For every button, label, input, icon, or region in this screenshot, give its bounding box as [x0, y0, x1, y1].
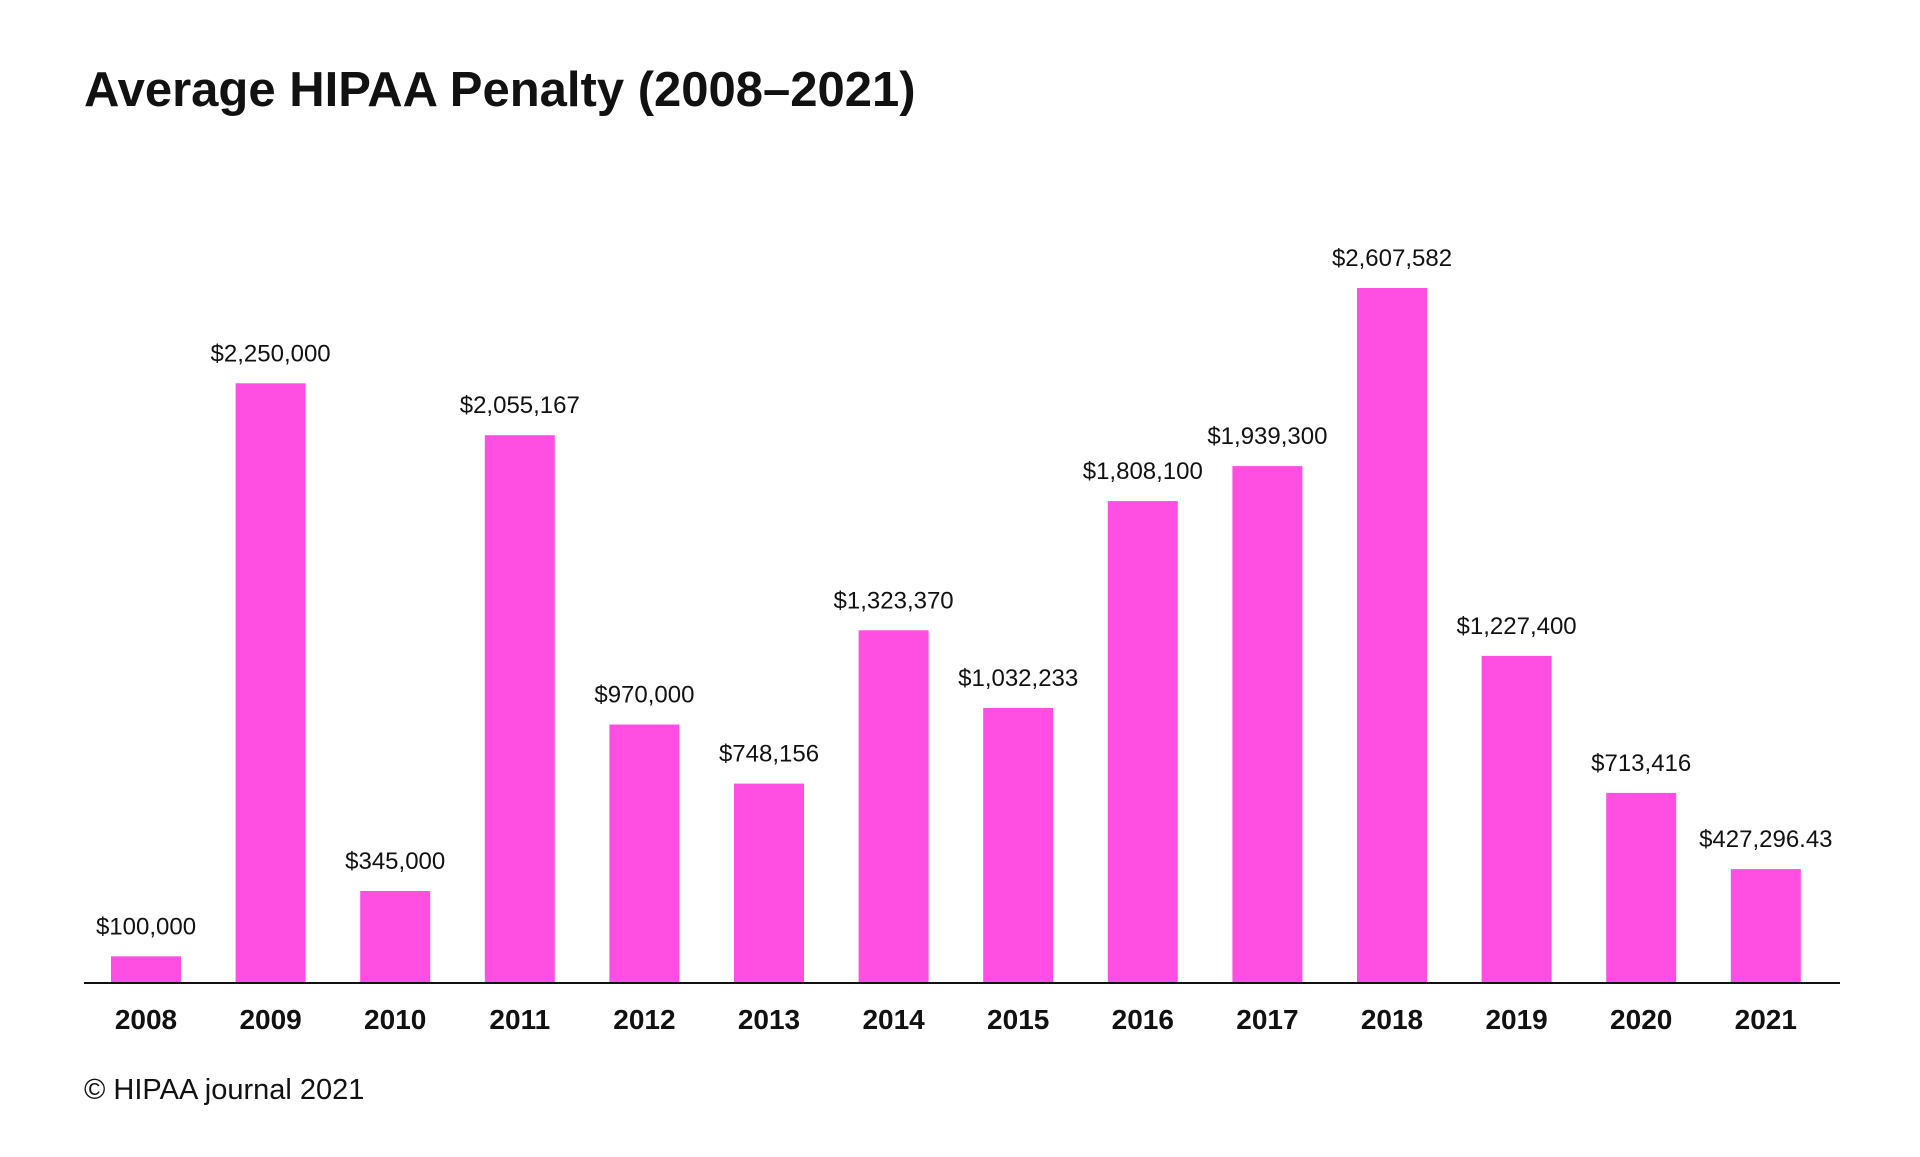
bar-2008 — [111, 956, 181, 983]
bar-2009 — [235, 383, 306, 983]
value-label-2018: $2,607,582 — [1332, 245, 1452, 272]
x-tick-label-2014: 2014 — [862, 1004, 925, 1035]
x-tick-label-2016: 2016 — [1112, 1004, 1174, 1035]
value-labels-group: $100,000 $2,250,000 $345,000 $2,055,167 $970… — [96, 245, 1833, 940]
value-label-2009: $2,250,000 — [211, 340, 331, 367]
bar-2011 — [484, 435, 555, 983]
value-label-2020: $713,416 — [1591, 750, 1691, 777]
x-tick-label-2009: 2009 — [239, 1004, 301, 1035]
tick-labels-group: 2008 2009 2010 2011 2012 2013 2014 2015 2016 2017… — [115, 1004, 1797, 1035]
x-tick-label-2012: 2012 — [613, 1004, 675, 1035]
bar-2014 — [858, 630, 929, 983]
value-label-2013: $748,156 — [719, 741, 819, 768]
value-label-2012: $970,000 — [594, 682, 694, 709]
x-tick-label-2008: 2008 — [115, 1004, 177, 1035]
value-label-2010: $345,000 — [345, 848, 445, 875]
value-label-2011: $2,055,167 — [460, 392, 580, 419]
value-label-2019: $1,227,400 — [1457, 613, 1577, 640]
bar-2016 — [1107, 501, 1178, 983]
value-label-2021: $427,296.43 — [1699, 826, 1832, 853]
value-label-2014: $1,323,370 — [834, 587, 954, 614]
x-tick-label-2020: 2020 — [1610, 1004, 1672, 1035]
x-tick-label-2021: 2021 — [1735, 1004, 1797, 1035]
bar-2013 — [734, 783, 804, 983]
value-label-2015: $1,032,233 — [958, 665, 1078, 692]
x-tick-label-2015: 2015 — [987, 1004, 1049, 1035]
x-tick-label-2018: 2018 — [1361, 1004, 1423, 1035]
bar-2010 — [360, 891, 431, 983]
x-tick-label-2019: 2019 — [1485, 1004, 1547, 1035]
copyright-text: © HIPAA journal 2021 — [84, 1074, 365, 1106]
bar-2020 — [1606, 792, 1677, 983]
bar-2012 — [609, 724, 680, 983]
x-tick-label-2013: 2013 — [738, 1004, 800, 1035]
bar-2018 — [1357, 288, 1427, 983]
bars-group — [111, 288, 1801, 984]
bar-2021 — [1730, 869, 1801, 983]
bar-2017 — [1232, 466, 1303, 984]
x-tick-label-2017: 2017 — [1236, 1004, 1298, 1035]
x-tick-label-2010: 2010 — [364, 1004, 426, 1035]
value-label-2008: $100,000 — [96, 913, 196, 940]
chart-title: Average HIPAA Penalty (2008–2021) — [84, 63, 916, 117]
value-label-2017: $1,939,300 — [1207, 423, 1327, 450]
bar-2015 — [983, 707, 1054, 983]
bar-2019 — [1481, 655, 1552, 983]
x-tick-label-2011: 2011 — [489, 1004, 550, 1035]
value-label-2016: $1,808,100 — [1083, 458, 1203, 485]
